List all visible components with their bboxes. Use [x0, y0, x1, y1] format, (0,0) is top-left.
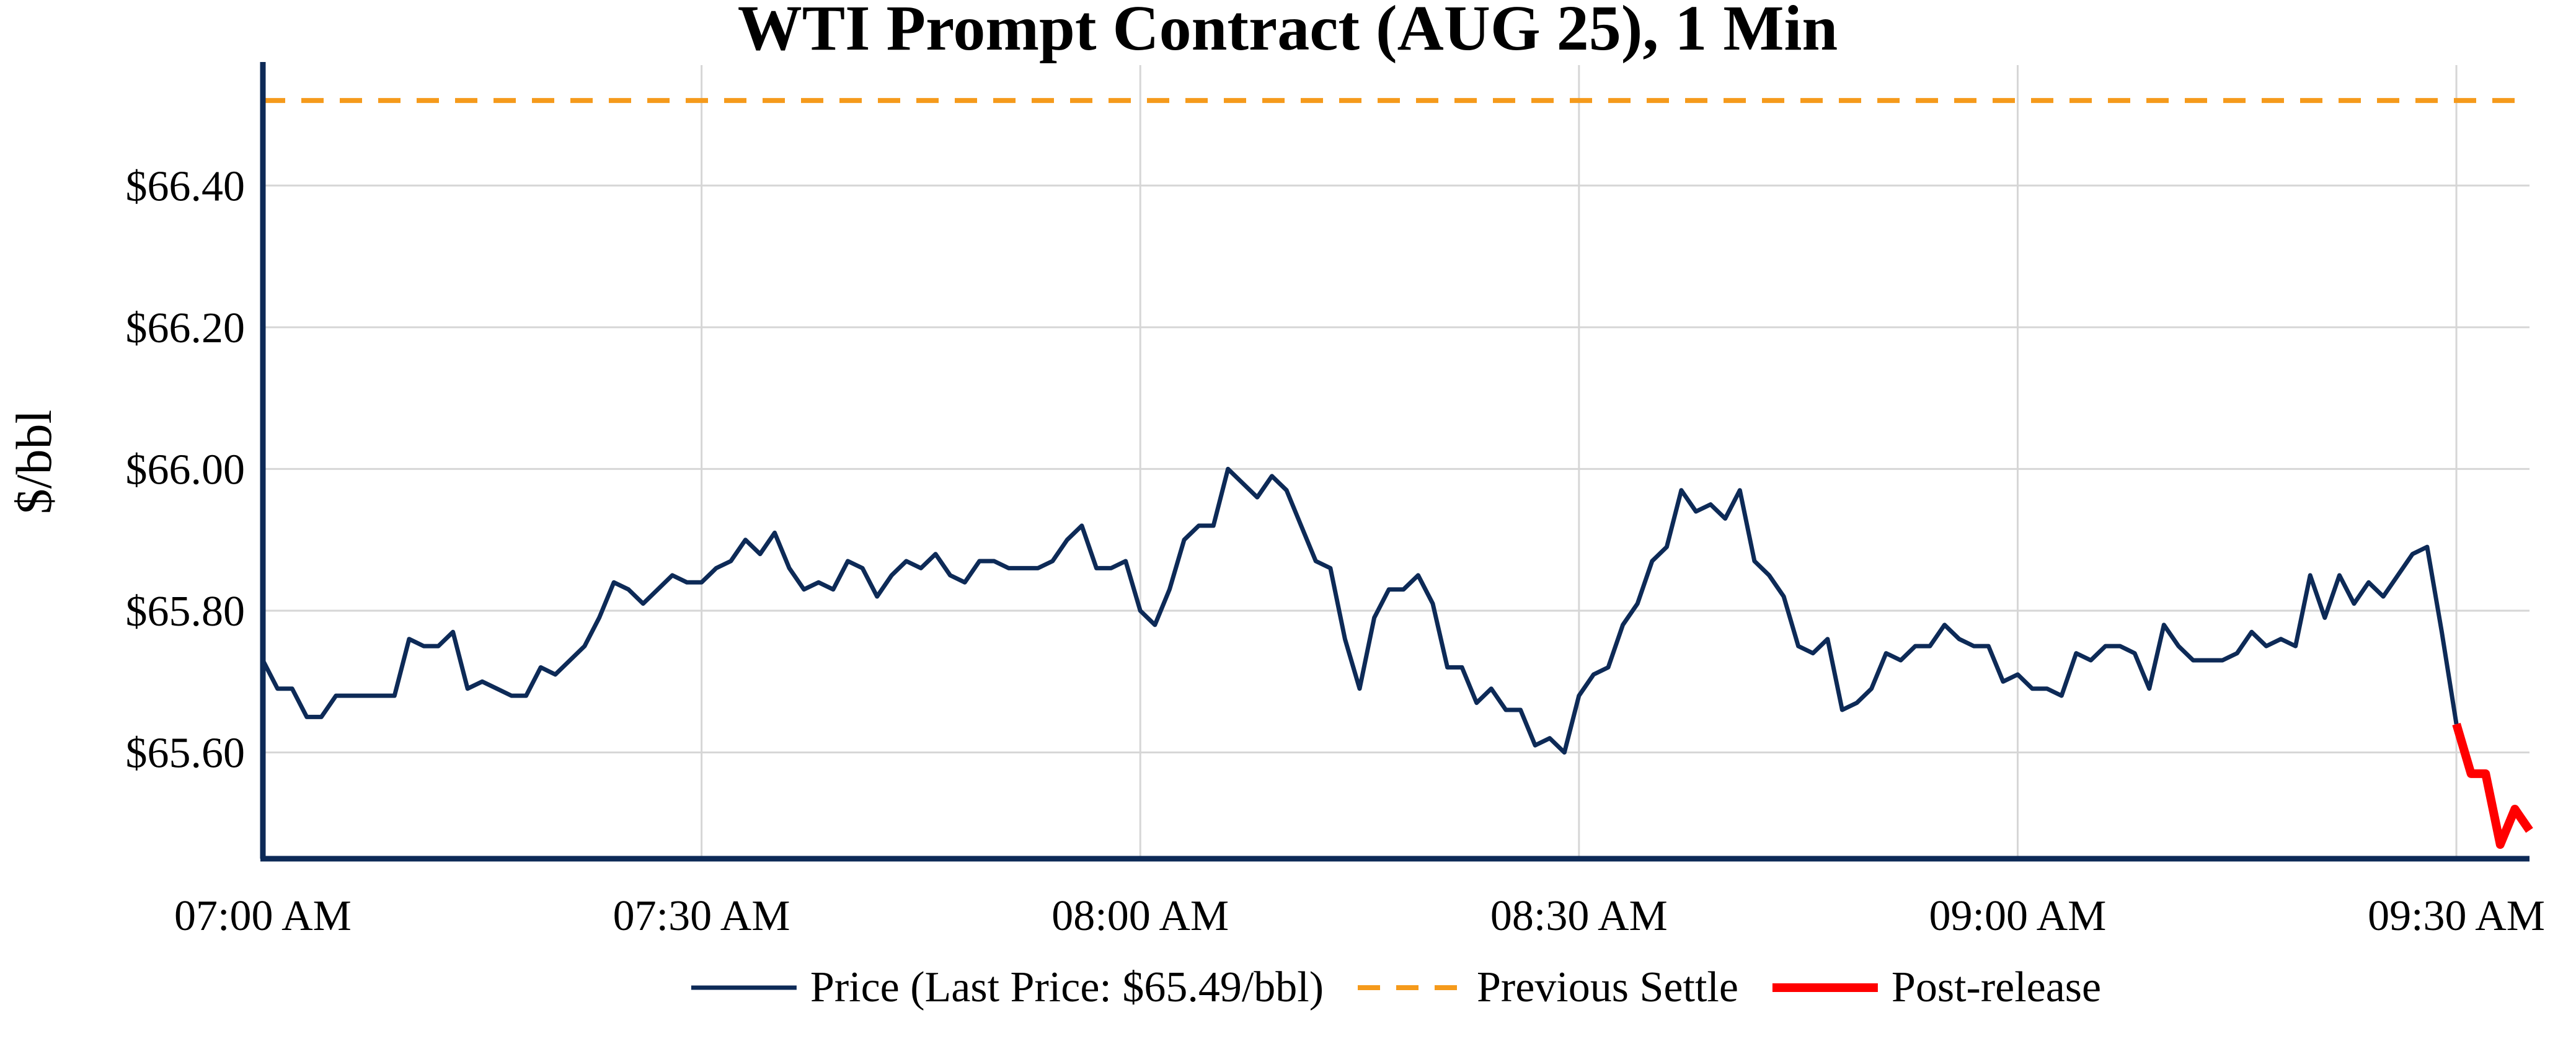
y-axis-label: $/bbl — [6, 410, 62, 515]
axes — [260, 62, 2530, 862]
y-tick-label: $65.80 — [126, 588, 246, 636]
x-tick-label: 07:00 AM — [174, 892, 352, 940]
legend: Price (Last Price: $65.49/bbl) Previous S… — [691, 963, 2101, 1011]
x-tick-label: 07:30 AM — [613, 892, 790, 940]
x-tick-label: 08:00 AM — [1051, 892, 1229, 940]
tick-labels: 07:00 AM 07:30 AM 08:00 AM 08:30 AM 09:00 AM… — [126, 162, 2546, 940]
y-tick-label: $65.60 — [126, 730, 246, 777]
y-tick-label: $66.20 — [126, 304, 246, 352]
chart-title: WTI Prompt Contract (AUG 25), 1 Min — [738, 0, 1838, 64]
x-tick-label: 09:30 AM — [2368, 892, 2545, 940]
legend-label: Price (Last Price: $65.49/bbl) — [810, 963, 1324, 1011]
series-line-post — [2452, 722, 2533, 849]
legend-label: Post-release — [1892, 963, 2101, 1011]
legend-item: Post-release — [1772, 963, 2101, 1011]
x-tick-label: 09:00 AM — [1929, 892, 2107, 940]
x-tick-label: 08:30 AM — [1490, 892, 1668, 940]
y-tick-label: $66.40 — [126, 162, 246, 210]
grid — [263, 65, 2530, 859]
legend-label: Previous Settle — [1477, 963, 1738, 1011]
series-line-price — [260, 466, 2459, 755]
y-tick-label: $66.00 — [126, 446, 246, 494]
series-layer — [260, 98, 2533, 849]
legend-item: Price (Last Price: $65.49/bbl) — [691, 963, 1324, 1011]
legend-item: Previous Settle — [1358, 963, 1738, 1011]
